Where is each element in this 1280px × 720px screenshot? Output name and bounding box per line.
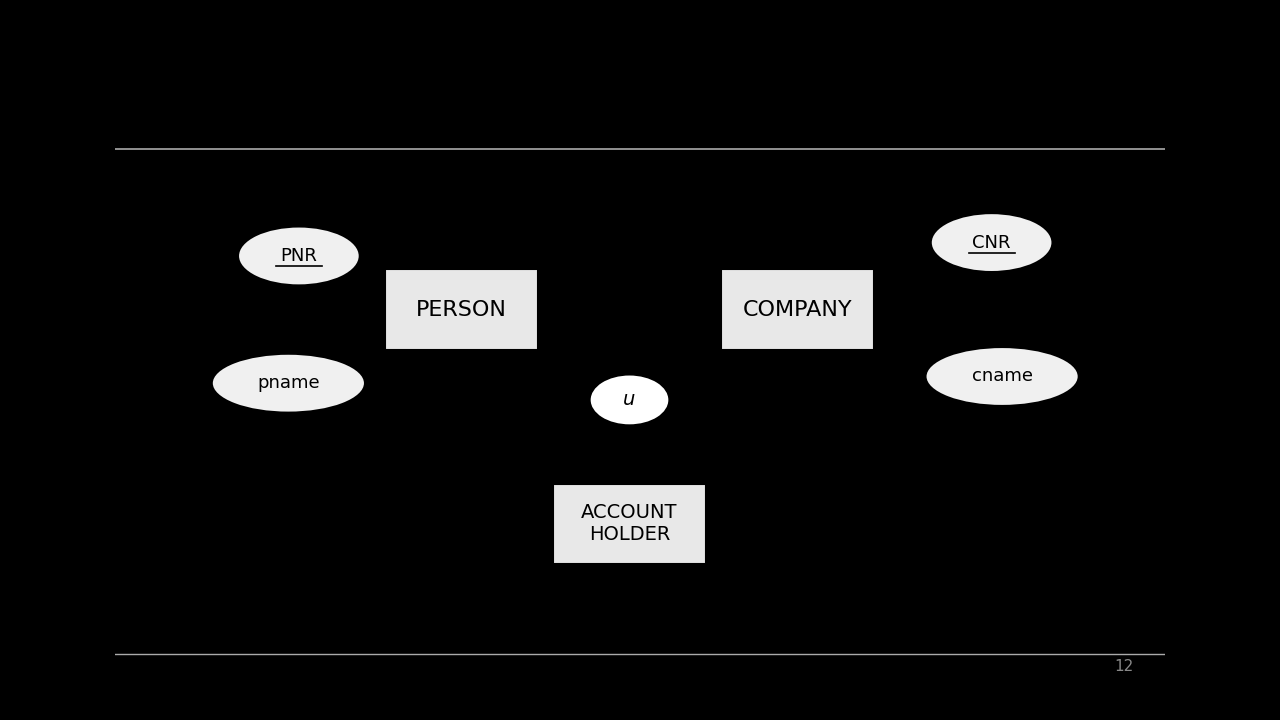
Circle shape — [590, 374, 669, 426]
Text: cname: cname — [972, 367, 1033, 385]
Text: pname: pname — [257, 374, 320, 392]
Bar — [385, 269, 538, 350]
Text: PNR: PNR — [280, 247, 317, 265]
Ellipse shape — [925, 347, 1079, 406]
Text: PERSON: PERSON — [416, 300, 507, 320]
Ellipse shape — [211, 354, 365, 413]
Text: COMPANY: COMPANY — [742, 300, 852, 320]
Ellipse shape — [238, 227, 360, 285]
Text: CNR: CNR — [973, 233, 1011, 251]
Text: The Enhanced Entity-Relationship (EER) model: The Enhanced Entity-Relationship (EER) m… — [165, 85, 1115, 119]
Ellipse shape — [931, 213, 1052, 272]
Bar — [722, 269, 873, 350]
Text: 12: 12 — [1114, 660, 1133, 675]
Text: u: u — [623, 390, 636, 410]
Bar — [553, 484, 705, 564]
Text: ACCOUNT
HOLDER: ACCOUNT HOLDER — [581, 503, 677, 544]
